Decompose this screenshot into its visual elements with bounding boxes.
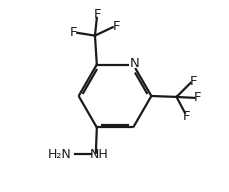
Text: F: F [182,110,189,123]
Text: F: F [189,75,197,88]
Text: H₂N: H₂N [48,148,71,161]
Text: F: F [93,8,100,21]
Text: NH: NH [90,148,108,161]
Text: F: F [112,20,119,33]
Text: F: F [193,91,201,104]
Text: N: N [129,57,139,70]
Text: F: F [70,26,77,39]
